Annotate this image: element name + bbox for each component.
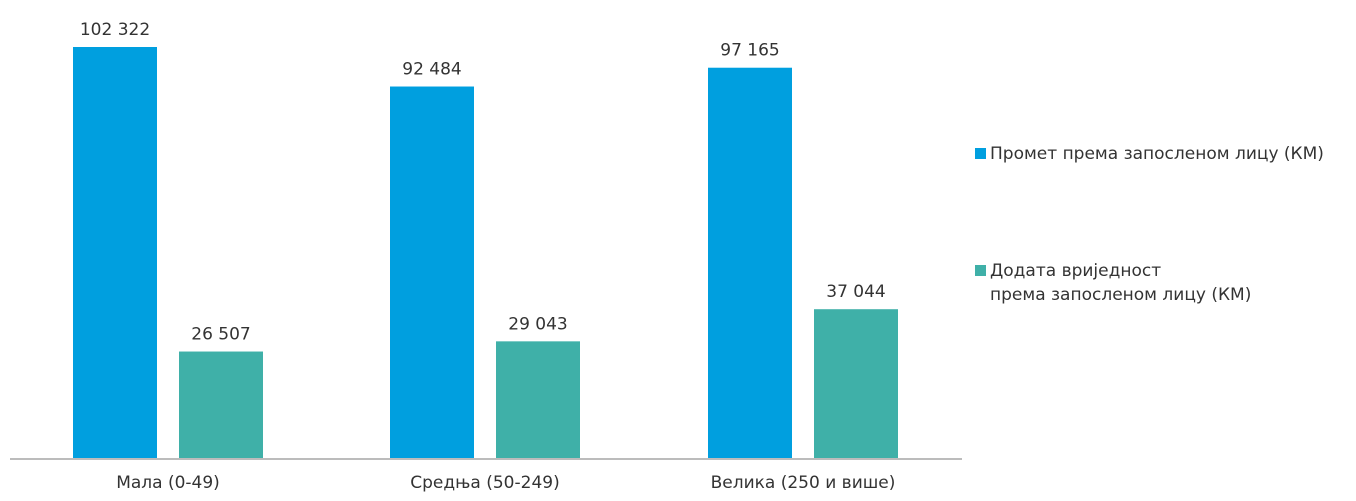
data-label: 29 043 bbox=[508, 314, 567, 334]
bar bbox=[179, 351, 263, 458]
data-label: 92 484 bbox=[402, 60, 461, 80]
legend-swatch bbox=[975, 265, 986, 276]
data-label: 102 322 bbox=[80, 20, 150, 40]
bar bbox=[496, 341, 580, 458]
x-tick-label: Велика (250 и више) bbox=[711, 473, 896, 493]
legend-label: Додата вриједност bbox=[990, 261, 1161, 281]
bar bbox=[73, 47, 157, 458]
legend-swatch bbox=[975, 148, 986, 159]
data-label: 37 044 bbox=[826, 282, 885, 302]
bar bbox=[708, 67, 792, 458]
legend-label: према запосленом лицу (КМ) bbox=[990, 285, 1251, 305]
data-label: 26 507 bbox=[191, 325, 250, 345]
bar bbox=[390, 86, 474, 458]
x-tick-label: Мала (0-49) bbox=[116, 473, 220, 493]
legend-label: Промет према запосленом лицу (КМ) bbox=[990, 144, 1324, 164]
bar bbox=[814, 309, 898, 458]
x-tick-label: Средња (50-249) bbox=[410, 473, 559, 493]
data-label: 97 165 bbox=[720, 41, 779, 61]
